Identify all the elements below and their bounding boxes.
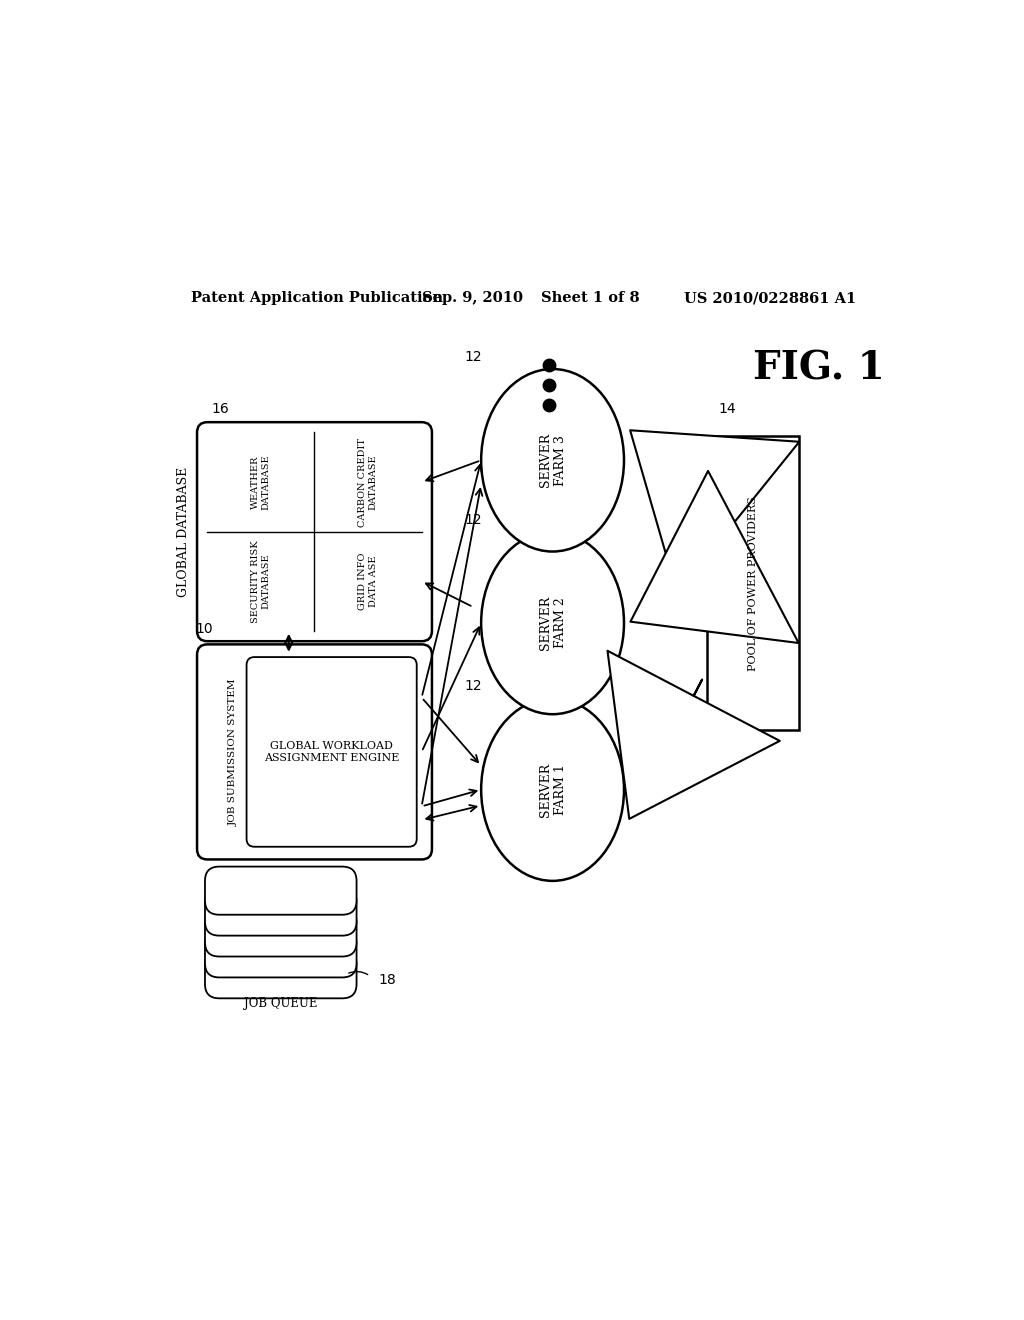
Text: GRID INFO
DATA ASE: GRID INFO DATA ASE bbox=[358, 553, 378, 610]
Text: 12: 12 bbox=[465, 680, 482, 693]
FancyBboxPatch shape bbox=[197, 644, 432, 859]
Text: Patent Application Publication: Patent Application Publication bbox=[191, 292, 443, 305]
FancyBboxPatch shape bbox=[197, 422, 432, 642]
FancyBboxPatch shape bbox=[247, 657, 417, 846]
Text: JOB QUEUE: JOB QUEUE bbox=[244, 998, 317, 1010]
FancyBboxPatch shape bbox=[205, 908, 356, 957]
Text: FIG. 1: FIG. 1 bbox=[753, 350, 885, 388]
Text: 12: 12 bbox=[465, 350, 482, 364]
Text: JOB SUBMISSION SYSTEM: JOB SUBMISSION SYSTEM bbox=[228, 678, 238, 826]
Text: SERVER
FARM 3: SERVER FARM 3 bbox=[539, 433, 566, 487]
FancyBboxPatch shape bbox=[205, 929, 356, 977]
Text: 12: 12 bbox=[465, 512, 482, 527]
Text: SERVER
FARM 1: SERVER FARM 1 bbox=[539, 763, 566, 817]
Bar bbox=[708, 437, 799, 730]
Text: 16: 16 bbox=[211, 401, 229, 416]
Text: US 2010/0228861 A1: US 2010/0228861 A1 bbox=[684, 292, 856, 305]
Text: Sheet 1 of 8: Sheet 1 of 8 bbox=[541, 292, 639, 305]
Text: GLOBAL DATABASE: GLOBAL DATABASE bbox=[177, 466, 190, 597]
FancyBboxPatch shape bbox=[205, 887, 356, 936]
FancyBboxPatch shape bbox=[205, 950, 356, 998]
Ellipse shape bbox=[481, 698, 624, 880]
Text: WEATHER
DATABASE: WEATHER DATABASE bbox=[251, 454, 270, 510]
Text: 14: 14 bbox=[719, 401, 736, 416]
Ellipse shape bbox=[481, 370, 624, 552]
Text: SECURITY RISK
DATABASE: SECURITY RISK DATABASE bbox=[251, 540, 270, 623]
Text: 18: 18 bbox=[378, 973, 395, 987]
Text: GLOBAL WORKLOAD
ASSIGNMENT ENGINE: GLOBAL WORKLOAD ASSIGNMENT ENGINE bbox=[264, 741, 399, 763]
Text: CARBON CREDIT
DATABASE: CARBON CREDIT DATABASE bbox=[358, 438, 378, 527]
Text: 10: 10 bbox=[196, 623, 213, 636]
Text: SERVER
FARM 2: SERVER FARM 2 bbox=[539, 595, 566, 649]
Text: POOL OF POWER PROVIDERS: POOL OF POWER PROVIDERS bbox=[748, 496, 758, 671]
FancyBboxPatch shape bbox=[205, 867, 356, 915]
Text: Sep. 9, 2010: Sep. 9, 2010 bbox=[422, 292, 522, 305]
Ellipse shape bbox=[481, 532, 624, 714]
